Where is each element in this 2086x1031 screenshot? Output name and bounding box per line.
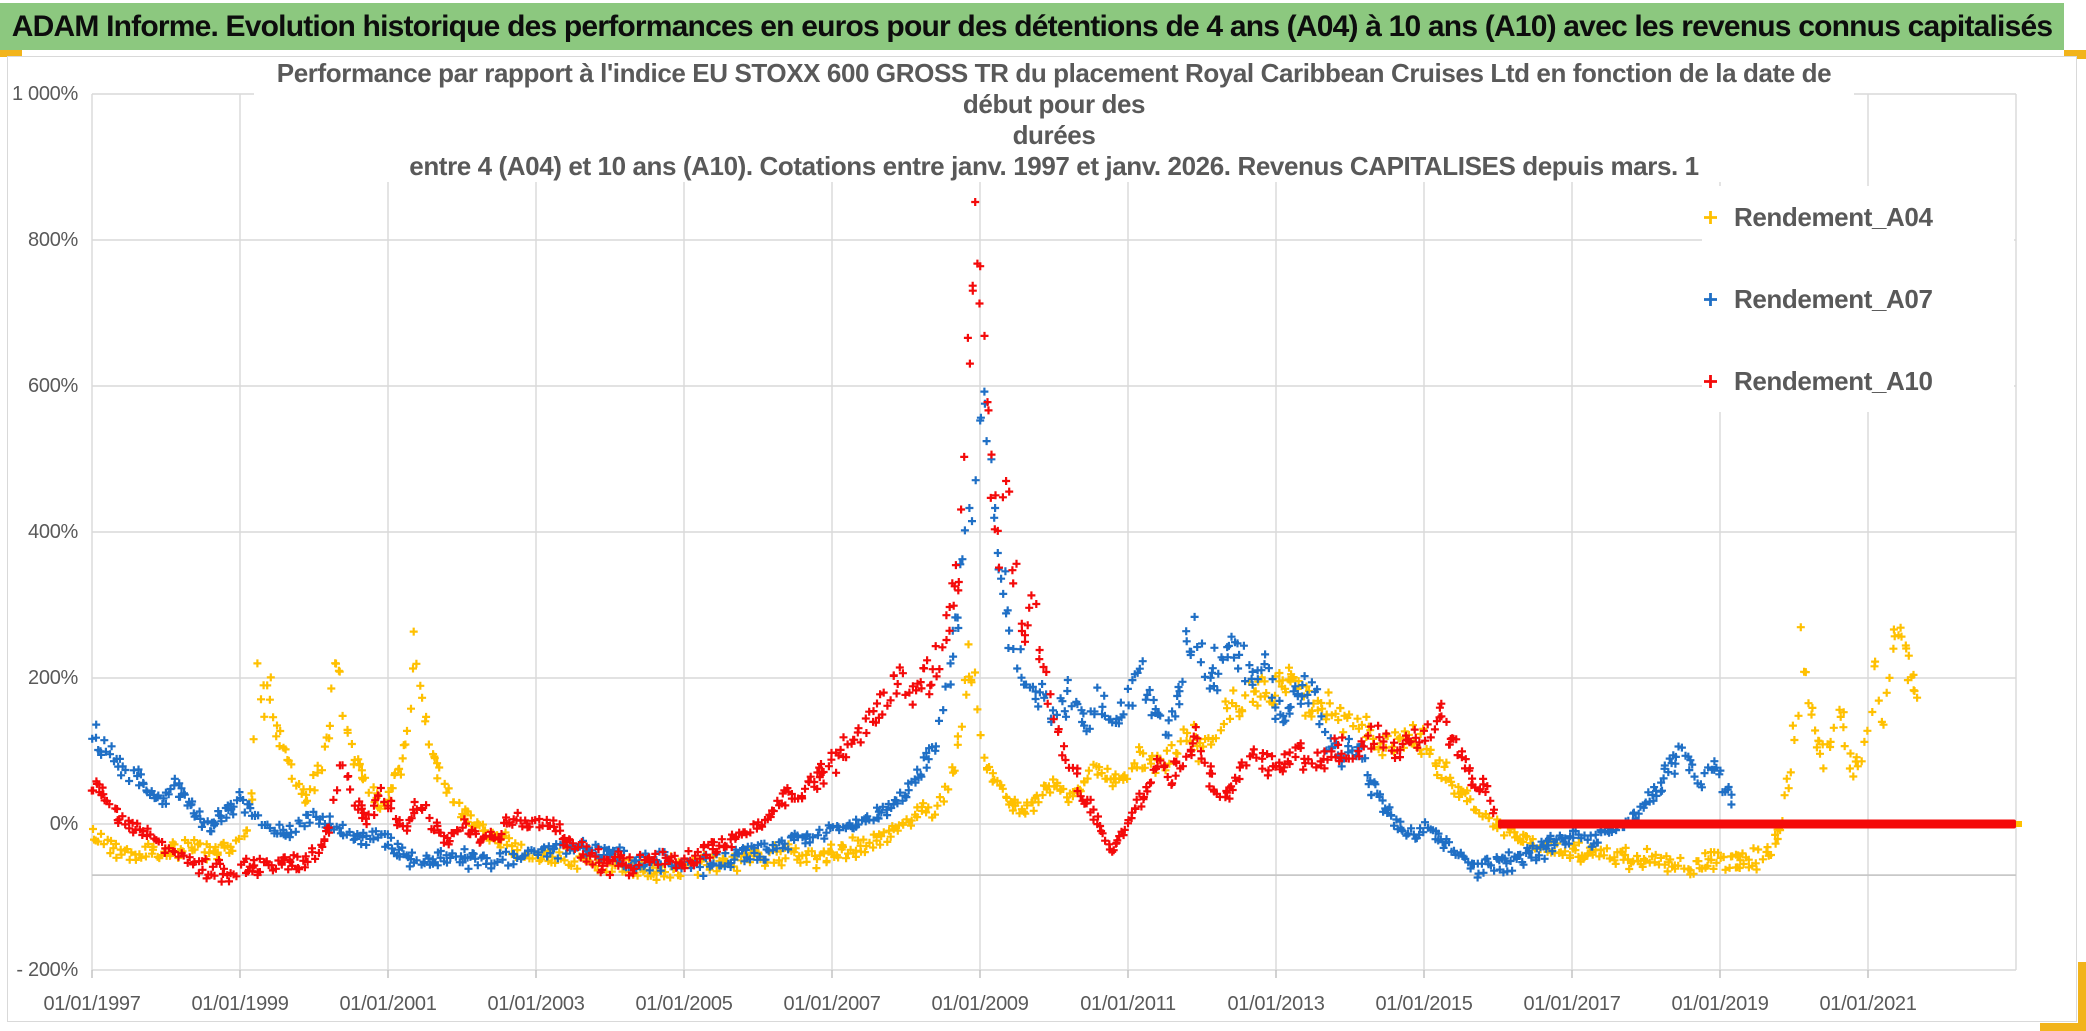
y-axis-tick-label: 0% (49, 813, 79, 835)
y-axis-tick-label: - 200% (16, 959, 78, 981)
x-axis-tick-label: 01/01/2021 (1819, 993, 1917, 1015)
gold-frame-top-right (2064, 50, 2086, 59)
y-axis-tick-label: 200% (28, 667, 78, 689)
legend-item-rendement_a07: Rendement_A07 (1702, 278, 2014, 320)
gold-frame-top-left (0, 50, 22, 57)
plus-marker-icon (1704, 210, 1717, 224)
gold-frame-right-edge (2078, 962, 2086, 1031)
a10-flat-zero-line (1498, 819, 2016, 829)
x-axis-tick-label: 01/01/2015 (1375, 993, 1473, 1015)
x-axis-tick-label: 01/01/1999 (191, 993, 289, 1015)
chart-title-line-2: durées (1012, 120, 1096, 150)
chart-title-line-1: Performance par rapport à l'indice EU ST… (276, 58, 1832, 119)
legend-label: Rendement_A10 (1734, 365, 1933, 396)
y-axis-tick-label: 800% (28, 229, 78, 251)
legend-label: Rendement_A07 (1734, 283, 1933, 314)
series-Rendement_A10 (87, 198, 1498, 886)
chart-title-line-3: entre 4 (A04) et 10 ans (A10). Cotations… (409, 151, 1699, 181)
y-axis-tick-label: 1 000% (11, 83, 78, 105)
legend-label: Rendement_A04 (1734, 201, 1933, 232)
gold-frame-bottom-right (2040, 1023, 2086, 1031)
y-axis-tick-label: 600% (28, 375, 78, 397)
gridlines (91, 93, 2017, 971)
x-axis-tick-label: 01/01/2001 (339, 993, 437, 1015)
x-axis-tick-label: 01/01/2013 (1227, 993, 1325, 1015)
x-axis-tick-label: 01/01/2005 (635, 993, 733, 1015)
legend-item-rendement_a10: Rendement_A10 (1702, 360, 2014, 402)
x-axis-tick-marks (91, 970, 1869, 978)
header-title: ADAM Informe. Evolution historique des p… (11, 9, 2053, 43)
series-Rendement_A04 (89, 623, 1922, 884)
x-axis-tick-label: 01/01/2009 (931, 993, 1029, 1015)
series-Rendement_A07 (88, 387, 1736, 882)
x-axis-tick-label: 01/01/2017 (1523, 993, 1621, 1015)
legend-item-rendement_a04: Rendement_A04 (1702, 196, 2014, 238)
x-axis-tick-label: 01/01/2007 (783, 993, 881, 1015)
plus-marker-icon (1704, 292, 1717, 306)
chart-title: Performance par rapport à l'indice EU ST… (254, 58, 1854, 182)
chart-legend: Rendement_A04 Rendement_A07 Rendement_A10 (1702, 186, 2014, 412)
header-bar: ADAM Informe. Evolution historique des p… (0, 3, 2064, 50)
x-axis-tick-label: 01/01/2019 (1671, 993, 1769, 1015)
x-axis-tick-label: 01/01/2011 (1080, 993, 1176, 1015)
plus-marker-icon (1704, 374, 1717, 388)
x-axis-tick-label: 01/01/2003 (487, 993, 585, 1015)
x-axis-tick-label: 01/01/1997 (43, 993, 141, 1015)
y-axis-tick-label: 400% (28, 521, 78, 543)
